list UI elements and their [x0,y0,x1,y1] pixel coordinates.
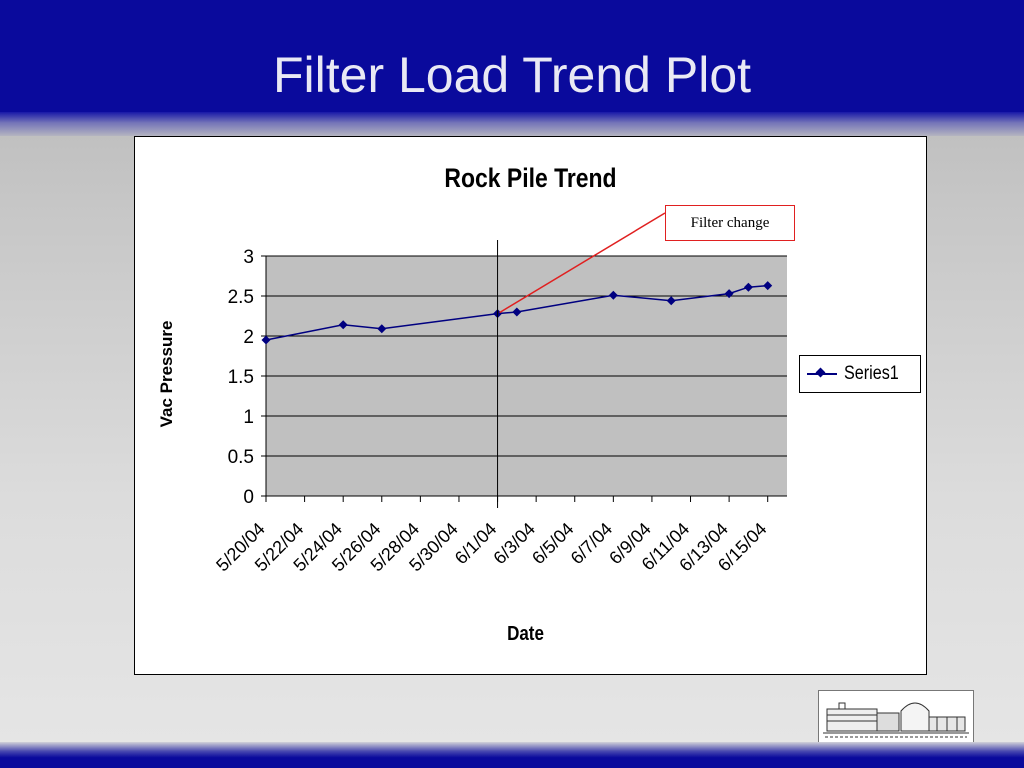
filter-change-callout: Filter change [665,205,795,241]
data-point [608,290,618,300]
y-tick-label: 0 [243,487,254,508]
x-tick-label: 6/1/04 [451,519,501,569]
data-point [743,282,753,292]
slide-title: Filter Load Trend Plot [272,47,752,103]
x-tick-label: 6/5/04 [528,519,578,569]
facility-illustration [823,702,969,738]
y-tick-label: 0.5 [228,447,254,468]
y-axis-label: Vac Pressure [157,320,176,428]
y-tick-label: 3 [243,247,254,268]
facility-logo [818,690,974,744]
annotation-layer [497,212,666,508]
chart-title: Rock Pile Trend [444,163,617,193]
grid-lines [266,255,787,457]
chart-svg: 00.511.522.535/20/045/22/045/24/045/26/0… [212,212,787,575]
data-point [512,307,522,317]
series-layer [261,281,773,345]
data-point [666,296,676,306]
data-point [724,289,734,299]
y-tick-label: 2.5 [228,287,254,308]
y-tick-label: 2 [243,327,254,348]
x-axis-label: Date [507,623,544,645]
chart-frame: 0 0.5 1 1.5 2 2.5 3 5/20/04 5/22/04 5/24/04 5/26/0… [134,136,927,675]
legend: Series1 [799,355,921,393]
footer-band [0,742,1024,768]
x-tick-label: 6/3/04 [489,519,539,569]
callout-leader-line [499,212,666,314]
legend-label: Series1 [844,363,899,384]
title-band [0,0,1024,112]
y-tick-label: 1.5 [228,367,254,388]
y-tick-label: 1 [243,407,254,428]
data-point [338,320,348,330]
data-point [377,324,387,334]
title-band-fade [0,112,1024,136]
series-line [265,284,768,341]
data-point [261,335,271,345]
x-tick-label: 6/7/04 [567,519,617,569]
data-point [763,281,773,291]
legend-diamond-marker [815,367,826,378]
